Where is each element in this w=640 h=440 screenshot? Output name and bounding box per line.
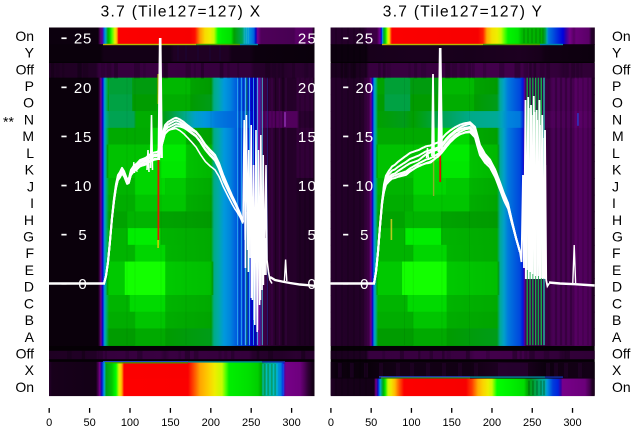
svg-text:10: 10 (74, 178, 92, 195)
svg-text:O: O (612, 95, 623, 111)
svg-text:H: H (24, 212, 34, 228)
svg-text:10: 10 (298, 178, 317, 195)
svg-text:K: K (612, 162, 622, 178)
svg-text:C: C (612, 295, 622, 311)
svg-text:**: ** (3, 114, 14, 130)
svg-text:100: 100 (402, 417, 420, 429)
svg-text:X: X (612, 362, 622, 378)
svg-text:20: 20 (298, 80, 317, 97)
svg-text:Off: Off (612, 61, 631, 77)
svg-text:X: X (25, 362, 35, 378)
svg-text:M: M (22, 128, 34, 144)
svg-text:200: 200 (483, 417, 501, 429)
svg-text:I: I (612, 195, 616, 211)
svg-text:3.7 (Tile127=127) X: 3.7 (Tile127=127) X (101, 4, 262, 21)
svg-text:15: 15 (356, 129, 374, 146)
svg-text:N: N (24, 112, 34, 128)
svg-text:I: I (30, 195, 34, 211)
svg-text:Y: Y (612, 45, 622, 61)
svg-text:200: 200 (202, 417, 220, 429)
svg-text:On: On (612, 379, 631, 395)
svg-text:J: J (612, 178, 619, 194)
svg-text:On: On (15, 379, 34, 395)
svg-text:Off: Off (16, 346, 35, 362)
svg-text:D: D (612, 279, 622, 295)
svg-text:50: 50 (365, 417, 377, 429)
svg-text:5: 5 (360, 227, 369, 244)
svg-text:K: K (25, 162, 35, 178)
svg-text:0: 0 (307, 276, 317, 293)
svg-text:Off: Off (16, 61, 35, 77)
svg-text:15: 15 (74, 129, 92, 146)
svg-text:H: H (612, 212, 622, 228)
svg-text:5: 5 (307, 227, 317, 244)
svg-text:25: 25 (298, 31, 317, 48)
svg-text:250: 250 (523, 417, 541, 429)
svg-text:Off: Off (612, 346, 631, 362)
svg-text:F: F (25, 245, 34, 261)
svg-text:Y: Y (25, 45, 35, 61)
svg-text:50: 50 (83, 417, 95, 429)
svg-text:25: 25 (74, 31, 92, 48)
svg-text:20: 20 (356, 80, 374, 97)
svg-text:C: C (24, 295, 34, 311)
svg-text:F: F (612, 245, 621, 261)
svg-text:150: 150 (161, 417, 179, 429)
svg-text:100: 100 (121, 417, 139, 429)
svg-text:0: 0 (328, 417, 334, 429)
svg-text:P: P (612, 78, 621, 94)
svg-text:N: N (612, 112, 622, 128)
svg-text:300: 300 (282, 417, 300, 429)
svg-text:20: 20 (74, 80, 92, 97)
svg-text:G: G (612, 229, 623, 245)
svg-text:300: 300 (563, 417, 581, 429)
svg-text:5: 5 (78, 227, 87, 244)
svg-text:On: On (612, 28, 631, 44)
svg-text:15: 15 (298, 129, 317, 146)
svg-text:On: On (15, 28, 34, 44)
svg-text:M: M (612, 128, 624, 144)
svg-text:A: A (612, 329, 622, 345)
svg-text:0: 0 (360, 276, 369, 293)
svg-text:10: 10 (356, 178, 374, 195)
svg-text:B: B (612, 312, 621, 328)
svg-text:150: 150 (443, 417, 461, 429)
svg-text:D: D (24, 279, 34, 295)
svg-text:O: O (23, 95, 34, 111)
svg-text:250: 250 (242, 417, 260, 429)
svg-text:B: B (25, 312, 34, 328)
svg-text:0: 0 (46, 417, 52, 429)
svg-text:L: L (26, 145, 34, 161)
svg-text:G: G (23, 229, 34, 245)
svg-text:E: E (612, 262, 621, 278)
svg-text:0: 0 (78, 276, 87, 293)
svg-text:E: E (25, 262, 34, 278)
svg-text:25: 25 (356, 31, 374, 48)
svg-text:P: P (25, 78, 34, 94)
svg-text:L: L (612, 145, 620, 161)
svg-text:A: A (25, 329, 35, 345)
svg-text:J: J (27, 178, 34, 194)
svg-text:3.7 (Tile127=127) Y: 3.7 (Tile127=127) Y (383, 4, 543, 21)
